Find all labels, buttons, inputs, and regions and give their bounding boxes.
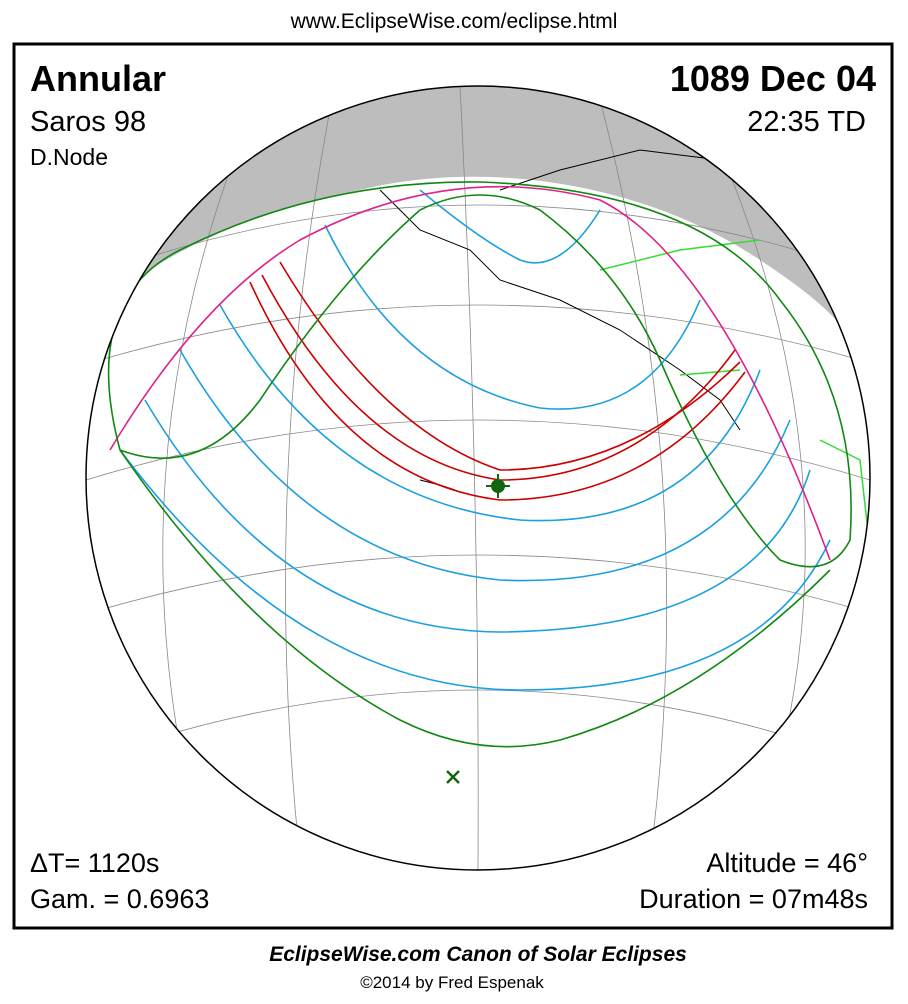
graticule [86,86,870,870]
time-curves [119,189,831,691]
date: 1089 Dec 04 [670,58,876,99]
globe-outline [85,85,871,871]
limit-curve [109,185,831,561]
night-region [86,86,870,420]
gamma: Gam. = 0.6963 [30,884,209,914]
sub-solar-point [446,770,460,784]
node: D.Node [30,144,108,170]
footer-title: EclipseWise.com Canon of Solar Eclipses [269,943,687,966]
greatest-eclipse [486,474,510,498]
time: 22:35 TD [747,106,866,138]
header-url: www.EclipseWise.com/eclipse.html [290,10,618,33]
saros: Saros 98 [30,106,146,138]
eclipse-type: Annular [30,58,166,99]
penumbra [107,181,852,748]
copyright: ©2014 by Fred Espenak [360,973,544,992]
duration: Duration = 07m48s [639,884,868,914]
globe [86,86,870,870]
altitude: Altitude = 46° [706,848,868,878]
delta-t: ΔT= 1120s [30,848,159,878]
